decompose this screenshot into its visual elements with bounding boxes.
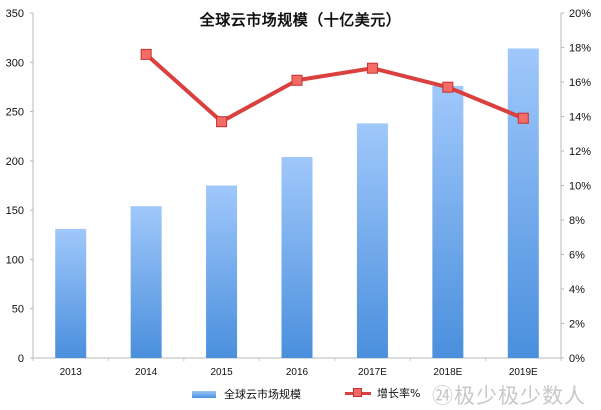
bar <box>206 185 238 358</box>
x-axis-tick-label: 2016 <box>286 367 309 378</box>
line-marker <box>442 81 454 93</box>
x-axis-tick-label: 2013 <box>60 367 83 378</box>
bar <box>130 206 162 358</box>
legend-label-market-size: 全球云市场规模 <box>224 388 301 401</box>
left-axis-tick-label: 100 <box>6 254 24 266</box>
line-marker <box>140 48 152 60</box>
x-axis: 2013 2014 2015 2016 2017E 2018E 2019E <box>32 357 562 378</box>
line-marker <box>366 62 378 74</box>
left-y-axis: 0 50 100 150 200 250 300 350 <box>6 8 34 365</box>
left-axis-tick-label: 0 <box>18 353 24 365</box>
line-marker-swatch-icon <box>345 388 371 398</box>
legend-label-growth-rate: 增长率% <box>377 387 421 400</box>
x-axis-tick-label: 2018E <box>433 367 462 378</box>
bar <box>281 156 313 358</box>
bar-swatch-icon <box>192 390 216 398</box>
x-axis-tick-label: 2017E <box>358 367 387 378</box>
chart-title: 全球云市场规模（十亿美元） <box>199 11 402 29</box>
bar <box>55 228 87 358</box>
right-axis-tick-label: 14% <box>569 112 591 124</box>
left-axis-tick-label: 300 <box>6 57 24 69</box>
left-axis-tick-label: 250 <box>6 107 24 119</box>
x-axis-tick-label: 2019E <box>509 367 538 378</box>
right-axis-tick-label: 12% <box>569 146 591 158</box>
right-axis-tick-label: 6% <box>569 250 585 262</box>
right-axis-tick-label: 4% <box>569 284 585 296</box>
right-axis-tick-label: 10% <box>569 181 591 193</box>
left-axis-tick-label: 50 <box>12 304 24 316</box>
line-series <box>140 48 529 128</box>
bar-series <box>55 48 539 359</box>
x-axis-tick-label: 2014 <box>135 367 158 378</box>
right-axis-tick-label: 2% <box>569 319 585 331</box>
legend: 全球云市场规模 增长率% <box>0 385 601 403</box>
line-marker <box>216 116 228 128</box>
bar <box>356 123 388 359</box>
right-axis-tick-label: 8% <box>569 215 585 227</box>
line-marker <box>517 112 529 124</box>
line-marker <box>291 74 303 86</box>
bar <box>432 85 464 358</box>
watermark: ㉔极少极少数人 <box>432 384 586 408</box>
right-axis-tick-label: 18% <box>569 43 591 55</box>
right-y-axis: 0% 2% 4% 6% 8% 10% 12% 14% 16% 18% 20% <box>560 8 591 365</box>
legend-item-market-size: 全球云市场规模 <box>192 386 301 402</box>
left-axis-tick-label: 200 <box>6 156 24 168</box>
right-axis-tick-label: 16% <box>569 77 591 89</box>
bar <box>507 48 539 358</box>
right-axis-tick-label: 0% <box>569 353 585 365</box>
left-axis-tick-label: 350 <box>6 8 24 20</box>
legend-item-growth-rate: 增长率% <box>345 385 420 401</box>
left-axis-tick-label: 150 <box>6 205 24 217</box>
x-axis-tick-label: 2015 <box>210 367 233 378</box>
right-axis-tick-label: 20% <box>569 8 591 20</box>
